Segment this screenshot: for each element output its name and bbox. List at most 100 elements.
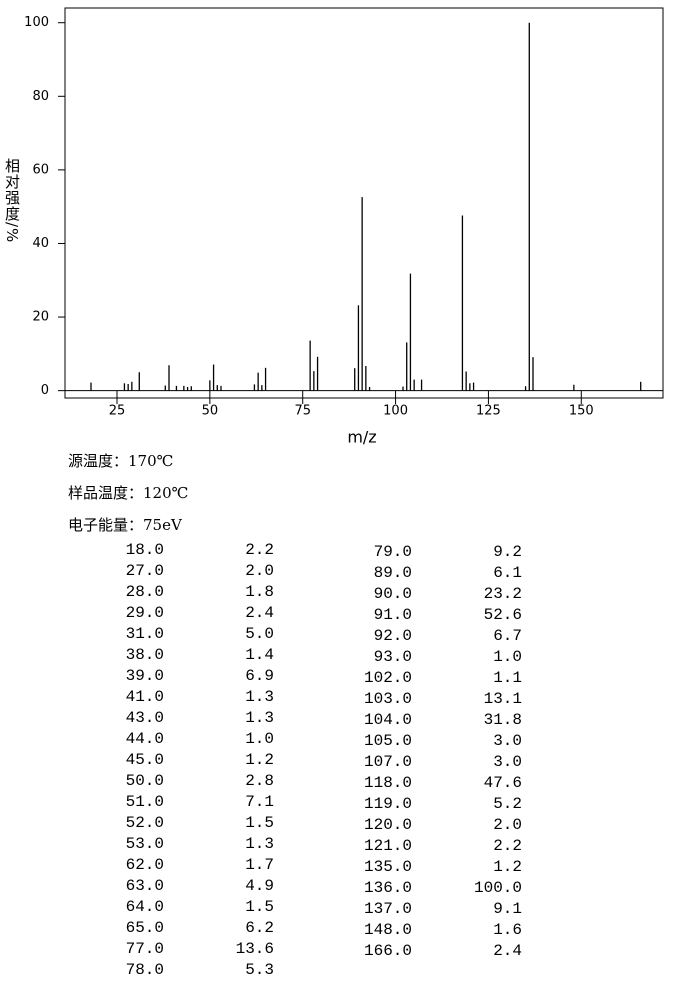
mz-cell: 148.0 <box>363 921 412 939</box>
intensity-cell: 3.0 <box>493 753 522 771</box>
mz-cell: 91.0 <box>373 606 412 624</box>
mz-cell: 78.0 <box>125 961 164 979</box>
mz-cell: 43.0 <box>125 709 164 727</box>
mz-cell: 92.0 <box>373 627 412 645</box>
condition-text: 源温度：170℃ <box>68 452 174 470</box>
mz-cell: 121.0 <box>363 837 412 855</box>
intensity-cell: 6.7 <box>493 627 522 645</box>
mz-cell: 18.0 <box>125 541 164 559</box>
y-tick-label: 0 <box>41 383 49 398</box>
condition-text: 样品温度：120℃ <box>68 484 189 502</box>
intensity-cell: 2.4 <box>493 942 522 960</box>
intensity-cell: 2.0 <box>245 562 274 580</box>
x-tick-label: 50 <box>202 404 219 419</box>
intensity-cell: 7.1 <box>245 793 274 811</box>
intensity-cell: 5.2 <box>493 795 522 813</box>
mz-cell: 166.0 <box>363 942 412 960</box>
mz-cell: 77.0 <box>125 940 164 958</box>
intensity-cell: 13.6 <box>235 940 274 958</box>
intensity-cell: 1.8 <box>245 583 274 601</box>
mz-cell: 28.0 <box>125 583 164 601</box>
condition-text: 电子能量：75eV <box>68 516 182 534</box>
intensity-cell: 9.2 <box>493 543 522 561</box>
mz-cell: 103.0 <box>363 690 412 708</box>
mz-cell: 102.0 <box>363 669 412 687</box>
intensity-cell: 1.2 <box>245 751 274 769</box>
mz-cell: 63.0 <box>125 877 164 895</box>
intensity-cell: 6.2 <box>245 919 274 937</box>
y-tick-label: 40 <box>32 236 49 251</box>
intensity-cell: 47.6 <box>483 774 522 792</box>
x-tick-label: 125 <box>476 404 501 419</box>
intensity-cell: 1.1 <box>493 669 522 687</box>
intensity-cell: 4.9 <box>245 877 274 895</box>
intensity-cell: 1.2 <box>493 858 522 876</box>
intensity-cell: 5.0 <box>245 625 274 643</box>
intensity-cell: 1.6 <box>493 921 522 939</box>
intensity-cell: 6.1 <box>493 564 522 582</box>
intensity-cell: 1.5 <box>245 814 274 832</box>
mz-cell: 39.0 <box>125 667 164 685</box>
mz-cell: 137.0 <box>363 900 412 918</box>
intensity-cell: 1.0 <box>245 730 274 748</box>
mz-cell: 31.0 <box>125 625 164 643</box>
mz-cell: 44.0 <box>125 730 164 748</box>
intensity-cell: 100.0 <box>473 879 522 897</box>
mz-cell: 64.0 <box>125 898 164 916</box>
intensity-cell: 2.2 <box>493 837 522 855</box>
intensity-cell: 52.6 <box>483 606 522 624</box>
intensity-cell: 13.1 <box>483 690 522 708</box>
chart: m/z 0 20 40 60 80 100 25 50 75 100 125 150 <box>24 7 664 447</box>
x-tick-label: 100 <box>383 404 408 419</box>
mz-cell: 120.0 <box>363 816 412 834</box>
mz-cell: 51.0 <box>125 793 164 811</box>
mz-cell: 52.0 <box>125 814 164 832</box>
intensity-cell: 3.0 <box>493 732 522 750</box>
intensity-cell: 1.3 <box>245 835 274 853</box>
mz-cell: 89.0 <box>373 564 412 582</box>
mz-cell: 62.0 <box>125 856 164 874</box>
intensity-cell: 2.0 <box>493 816 522 834</box>
intensity-cell: 1.4 <box>245 646 274 664</box>
mz-cell: 104.0 <box>363 711 412 729</box>
plot-frame <box>64 7 664 399</box>
mz-cell: 107.0 <box>363 753 412 771</box>
intensity-cell: 31.8 <box>483 711 522 729</box>
mz-cell: 41.0 <box>125 688 164 706</box>
mz-cell: 27.0 <box>125 562 164 580</box>
intensity-cell: 5.3 <box>245 961 274 979</box>
intensity-cell: 2.8 <box>245 772 274 790</box>
y-tick-label: 100 <box>24 15 49 30</box>
x-tick-label: 25 <box>109 404 126 419</box>
intensity-cell: 2.4 <box>245 604 274 622</box>
mz-cell: 136.0 <box>363 879 412 897</box>
intensity-cell: 2.2 <box>245 541 274 559</box>
mz-cell: 50.0 <box>125 772 164 790</box>
x-axis-label: m/z <box>347 428 376 447</box>
mz-cell: 45.0 <box>125 751 164 769</box>
intensity-cell: 1.5 <box>245 898 274 916</box>
mz-cell: 65.0 <box>125 919 164 937</box>
mz-cell: 93.0 <box>373 648 412 666</box>
mz-cell: 29.0 <box>125 604 164 622</box>
intensity-cell: 23.2 <box>483 585 522 603</box>
mz-cell: 119.0 <box>363 795 412 813</box>
mz-cell: 53.0 <box>125 835 164 853</box>
mz-cell: 79.0 <box>373 543 412 561</box>
x-tick-label: 75 <box>294 404 311 419</box>
intensity-cell: 9.1 <box>493 900 522 918</box>
intensity-cell: 1.0 <box>493 648 522 666</box>
x-tick-label: 150 <box>569 404 594 419</box>
y-tick-label: 80 <box>32 89 49 104</box>
y-axis-label: 相对强度/% <box>3 158 21 244</box>
intensity-cell: 6.9 <box>245 667 274 685</box>
mz-cell: 118.0 <box>363 774 412 792</box>
mz-cell: 135.0 <box>363 858 412 876</box>
y-tick-label: 60 <box>32 162 49 177</box>
intensity-cell: 1.7 <box>245 856 274 874</box>
y-tick-label: 20 <box>32 310 49 325</box>
mz-cell: 38.0 <box>125 646 164 664</box>
intensity-cell: 1.3 <box>245 709 274 727</box>
mz-cell: 90.0 <box>373 585 412 603</box>
